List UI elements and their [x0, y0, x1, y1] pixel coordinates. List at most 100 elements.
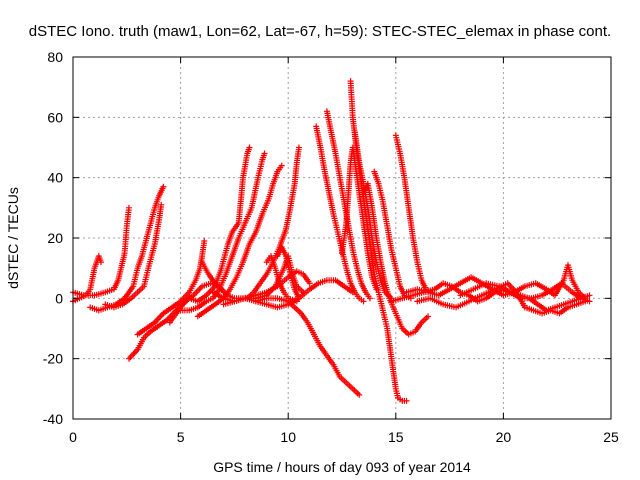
data-point [470, 281, 487, 293]
data-point [203, 302, 217, 314]
data-point [328, 129, 339, 155]
data-point [295, 144, 302, 151]
data-point [91, 289, 107, 299]
data-point [95, 253, 104, 264]
data-point [349, 385, 361, 397]
x-tick-label: 5 [177, 429, 185, 445]
data-point [379, 307, 390, 330]
data-point [556, 305, 570, 317]
data-point [425, 313, 432, 320]
data-point [323, 352, 336, 366]
data-point [565, 302, 578, 311]
data-point [506, 289, 522, 301]
data-point [250, 282, 262, 296]
data-point [287, 271, 297, 291]
x-tick-label: 25 [603, 429, 619, 445]
series-13 [242, 295, 363, 398]
series-17 [313, 123, 367, 305]
data-point [274, 295, 289, 304]
data-point [235, 176, 246, 226]
series-20 [347, 78, 410, 404]
data-point [317, 144, 328, 173]
data-point [212, 280, 223, 291]
data-point [248, 176, 261, 211]
data-point [293, 268, 305, 277]
data-point [128, 290, 139, 302]
series-4 [102, 201, 165, 311]
data-point [375, 180, 386, 203]
data-point [190, 284, 204, 299]
data-point [179, 296, 191, 308]
data-point [160, 305, 174, 317]
data-point [199, 259, 211, 276]
data-point [360, 219, 371, 254]
data-point [201, 238, 208, 245]
chart-title: dSTEC Iono. truth (maw1, Lon=62, Lat=-67… [29, 23, 611, 40]
data-point [427, 295, 444, 307]
data-point [388, 247, 399, 269]
data-point [306, 280, 313, 287]
data-point [300, 271, 312, 285]
data-point [156, 185, 166, 199]
data-point [347, 280, 358, 294]
data-point [227, 276, 239, 293]
data-point [356, 189, 367, 224]
data-point [373, 235, 384, 263]
series-18 [323, 108, 373, 302]
data-point [235, 222, 248, 241]
data-point [339, 222, 349, 257]
data-marks [70, 78, 593, 404]
data-point [410, 235, 420, 263]
data-point [263, 255, 273, 266]
data-point [151, 219, 162, 247]
data-point [130, 267, 140, 290]
x-tick-label: 0 [69, 429, 77, 445]
grid [73, 57, 611, 419]
data-point [345, 222, 356, 251]
data-point [418, 277, 429, 291]
data-point [218, 286, 230, 297]
data-point [194, 299, 208, 311]
data-point [222, 255, 235, 278]
data-point [87, 267, 98, 293]
data-point [156, 317, 169, 329]
data-point [199, 281, 212, 290]
data-point [384, 325, 395, 360]
data-point [347, 78, 356, 119]
data-point [412, 321, 424, 335]
data-point [242, 295, 257, 304]
data-point [242, 207, 254, 226]
data-point [565, 262, 575, 282]
data-point [349, 247, 360, 269]
data-point [186, 305, 199, 314]
data-point [362, 289, 372, 300]
data-point [151, 311, 165, 326]
data-point [246, 144, 253, 151]
data-point [134, 284, 146, 296]
data-point [134, 255, 145, 272]
data-point [141, 330, 152, 341]
data-point [265, 182, 276, 202]
data-point [274, 164, 284, 175]
data-point [384, 222, 395, 251]
data-point [186, 295, 199, 304]
data-point [354, 265, 364, 285]
data-point [532, 280, 548, 292]
data-point [326, 189, 336, 215]
y-tick-label: 80 [47, 49, 63, 65]
y-tick-label: 40 [47, 170, 63, 186]
data-point [356, 295, 365, 303]
data-point [343, 379, 355, 391]
data-point [405, 204, 416, 239]
data-point [440, 280, 453, 289]
data-point [134, 336, 146, 353]
data-point [158, 201, 165, 208]
data-point [293, 146, 302, 166]
series-1 [70, 253, 104, 305]
data-point [125, 204, 132, 211]
data-point [397, 150, 407, 179]
data-point [547, 307, 561, 316]
data-point [356, 391, 363, 398]
data-point [291, 304, 303, 315]
